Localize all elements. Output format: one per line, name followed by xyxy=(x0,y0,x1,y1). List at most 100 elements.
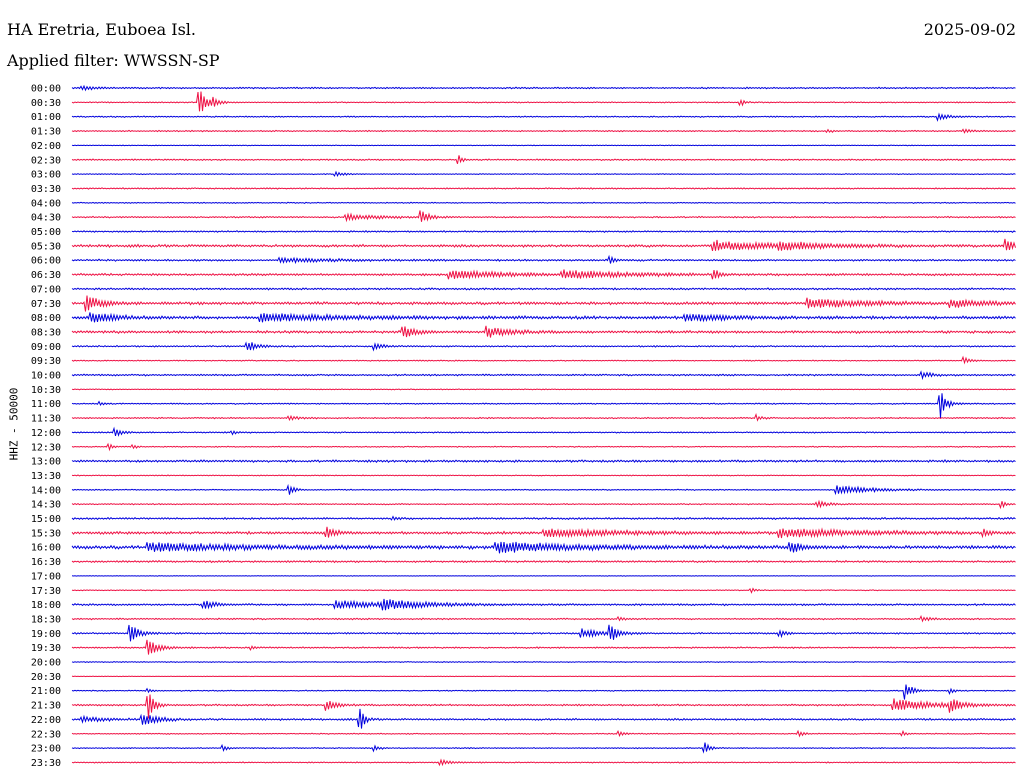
trace-line xyxy=(71,541,1016,554)
time-tick-label: 01:30 xyxy=(31,127,61,138)
station-title: HA Eretria, Euboea Isl. xyxy=(7,20,196,39)
trace-line xyxy=(71,230,1016,233)
trace-line xyxy=(71,91,1016,112)
trace-line xyxy=(71,499,1016,510)
trace-line xyxy=(71,559,1016,564)
trace-line xyxy=(71,341,1016,352)
trace-line xyxy=(71,355,1016,365)
time-tick-label: 08:30 xyxy=(31,327,61,338)
trace-line xyxy=(71,238,1016,252)
time-tick-label: 13:30 xyxy=(31,471,61,482)
time-tick-label: 14:00 xyxy=(31,485,61,496)
time-tick-label: 20:00 xyxy=(31,658,61,669)
time-tick-label: 06:30 xyxy=(31,270,61,281)
trace-line xyxy=(71,483,1016,496)
trace-line xyxy=(71,708,1016,729)
time-tick-label: 16:30 xyxy=(31,557,61,568)
time-tick-label: 19:30 xyxy=(31,643,61,654)
filter-label: Applied filter: WWSSN-SP xyxy=(7,51,220,70)
trace-line xyxy=(71,624,1016,642)
trace-line xyxy=(71,295,1016,312)
trace-line xyxy=(71,388,1016,391)
time-tick-label: 11:00 xyxy=(31,399,61,410)
time-tick-label: 06:00 xyxy=(31,256,61,267)
time-tick-label: 02:30 xyxy=(31,155,61,166)
trace-line xyxy=(71,575,1016,577)
trace-line xyxy=(71,587,1016,594)
time-tick-label: 12:00 xyxy=(31,428,61,439)
time-tick-label: 03:30 xyxy=(31,184,61,195)
time-tick-label: 08:00 xyxy=(31,313,61,324)
time-tick-label: 05:30 xyxy=(31,241,61,252)
trace-line xyxy=(71,426,1016,437)
trace-line xyxy=(71,325,1016,338)
time-tick-label: 11:30 xyxy=(31,414,61,425)
trace-line xyxy=(71,660,1016,664)
time-tick-label: 01:00 xyxy=(31,112,61,123)
time-tick-label: 03:00 xyxy=(31,170,61,181)
trace-line xyxy=(71,269,1016,280)
trace-line xyxy=(71,459,1016,464)
trace-line xyxy=(71,155,1016,164)
trace-line xyxy=(71,370,1016,381)
trace-line xyxy=(71,312,1016,323)
trace-line xyxy=(71,187,1016,190)
trace-line xyxy=(71,598,1016,611)
time-tick-label: 22:00 xyxy=(31,715,61,726)
trace-line xyxy=(71,639,1016,655)
time-tick-label: 13:00 xyxy=(31,457,61,468)
time-tick-label: 17:30 xyxy=(31,586,61,597)
date-label: 2025-09-02 xyxy=(923,20,1016,39)
trace-line xyxy=(71,729,1016,738)
time-tick-label: 17:00 xyxy=(31,571,61,582)
trace-line xyxy=(71,614,1016,623)
trace-line xyxy=(71,442,1016,452)
time-tick-label: 07:30 xyxy=(31,299,61,310)
trace-line xyxy=(71,684,1016,700)
time-tick-label: 05:00 xyxy=(31,227,61,238)
time-tick-label: 21:30 xyxy=(31,701,61,712)
time-tick-label: 07:00 xyxy=(31,284,61,295)
time-tick-label: 23:30 xyxy=(31,758,61,769)
trace-line xyxy=(71,210,1016,223)
trace-line xyxy=(71,515,1016,521)
trace-line xyxy=(71,758,1016,767)
time-tick-label: 09:30 xyxy=(31,356,61,367)
time-tick-label: 22:30 xyxy=(31,729,61,740)
trace-line xyxy=(71,254,1016,265)
trace-line xyxy=(71,144,1016,147)
trace-line xyxy=(71,393,1016,419)
time-tick-label: 00:00 xyxy=(31,84,61,95)
time-tick-label: 23:00 xyxy=(31,744,61,755)
trace-line xyxy=(71,287,1016,291)
time-tick-label: 14:30 xyxy=(31,500,61,511)
trace-line xyxy=(71,474,1016,477)
trace-line xyxy=(71,84,1016,92)
time-tick-label: 16:00 xyxy=(31,543,61,554)
time-tick-label: 02:00 xyxy=(31,141,61,152)
trace-line xyxy=(71,170,1016,178)
time-tick-label: 15:30 xyxy=(31,528,61,539)
time-tick-label: 10:00 xyxy=(31,371,61,382)
trace-line xyxy=(71,128,1016,134)
time-tick-label: 09:00 xyxy=(31,342,61,353)
time-tick-label: 18:00 xyxy=(31,600,61,611)
time-tick-label: 21:00 xyxy=(31,686,61,697)
trace-line xyxy=(71,675,1016,678)
trace-line xyxy=(71,526,1016,539)
time-tick-label: 15:00 xyxy=(31,514,61,525)
time-tick-label: 18:30 xyxy=(31,614,61,625)
time-tick-label: 20:30 xyxy=(31,672,61,683)
time-tick-label: 04:30 xyxy=(31,213,61,224)
trace-line xyxy=(71,412,1016,422)
time-tick-label: 19:00 xyxy=(31,629,61,640)
trace-line xyxy=(71,694,1016,719)
trace-line xyxy=(71,742,1016,754)
time-tick-label: 12:30 xyxy=(31,442,61,453)
time-tick-label: 04:00 xyxy=(31,198,61,209)
time-tick-label: 10:30 xyxy=(31,385,61,396)
time-tick-label: 00:30 xyxy=(31,98,61,109)
trace-line xyxy=(71,112,1016,122)
trace-line xyxy=(71,201,1016,204)
